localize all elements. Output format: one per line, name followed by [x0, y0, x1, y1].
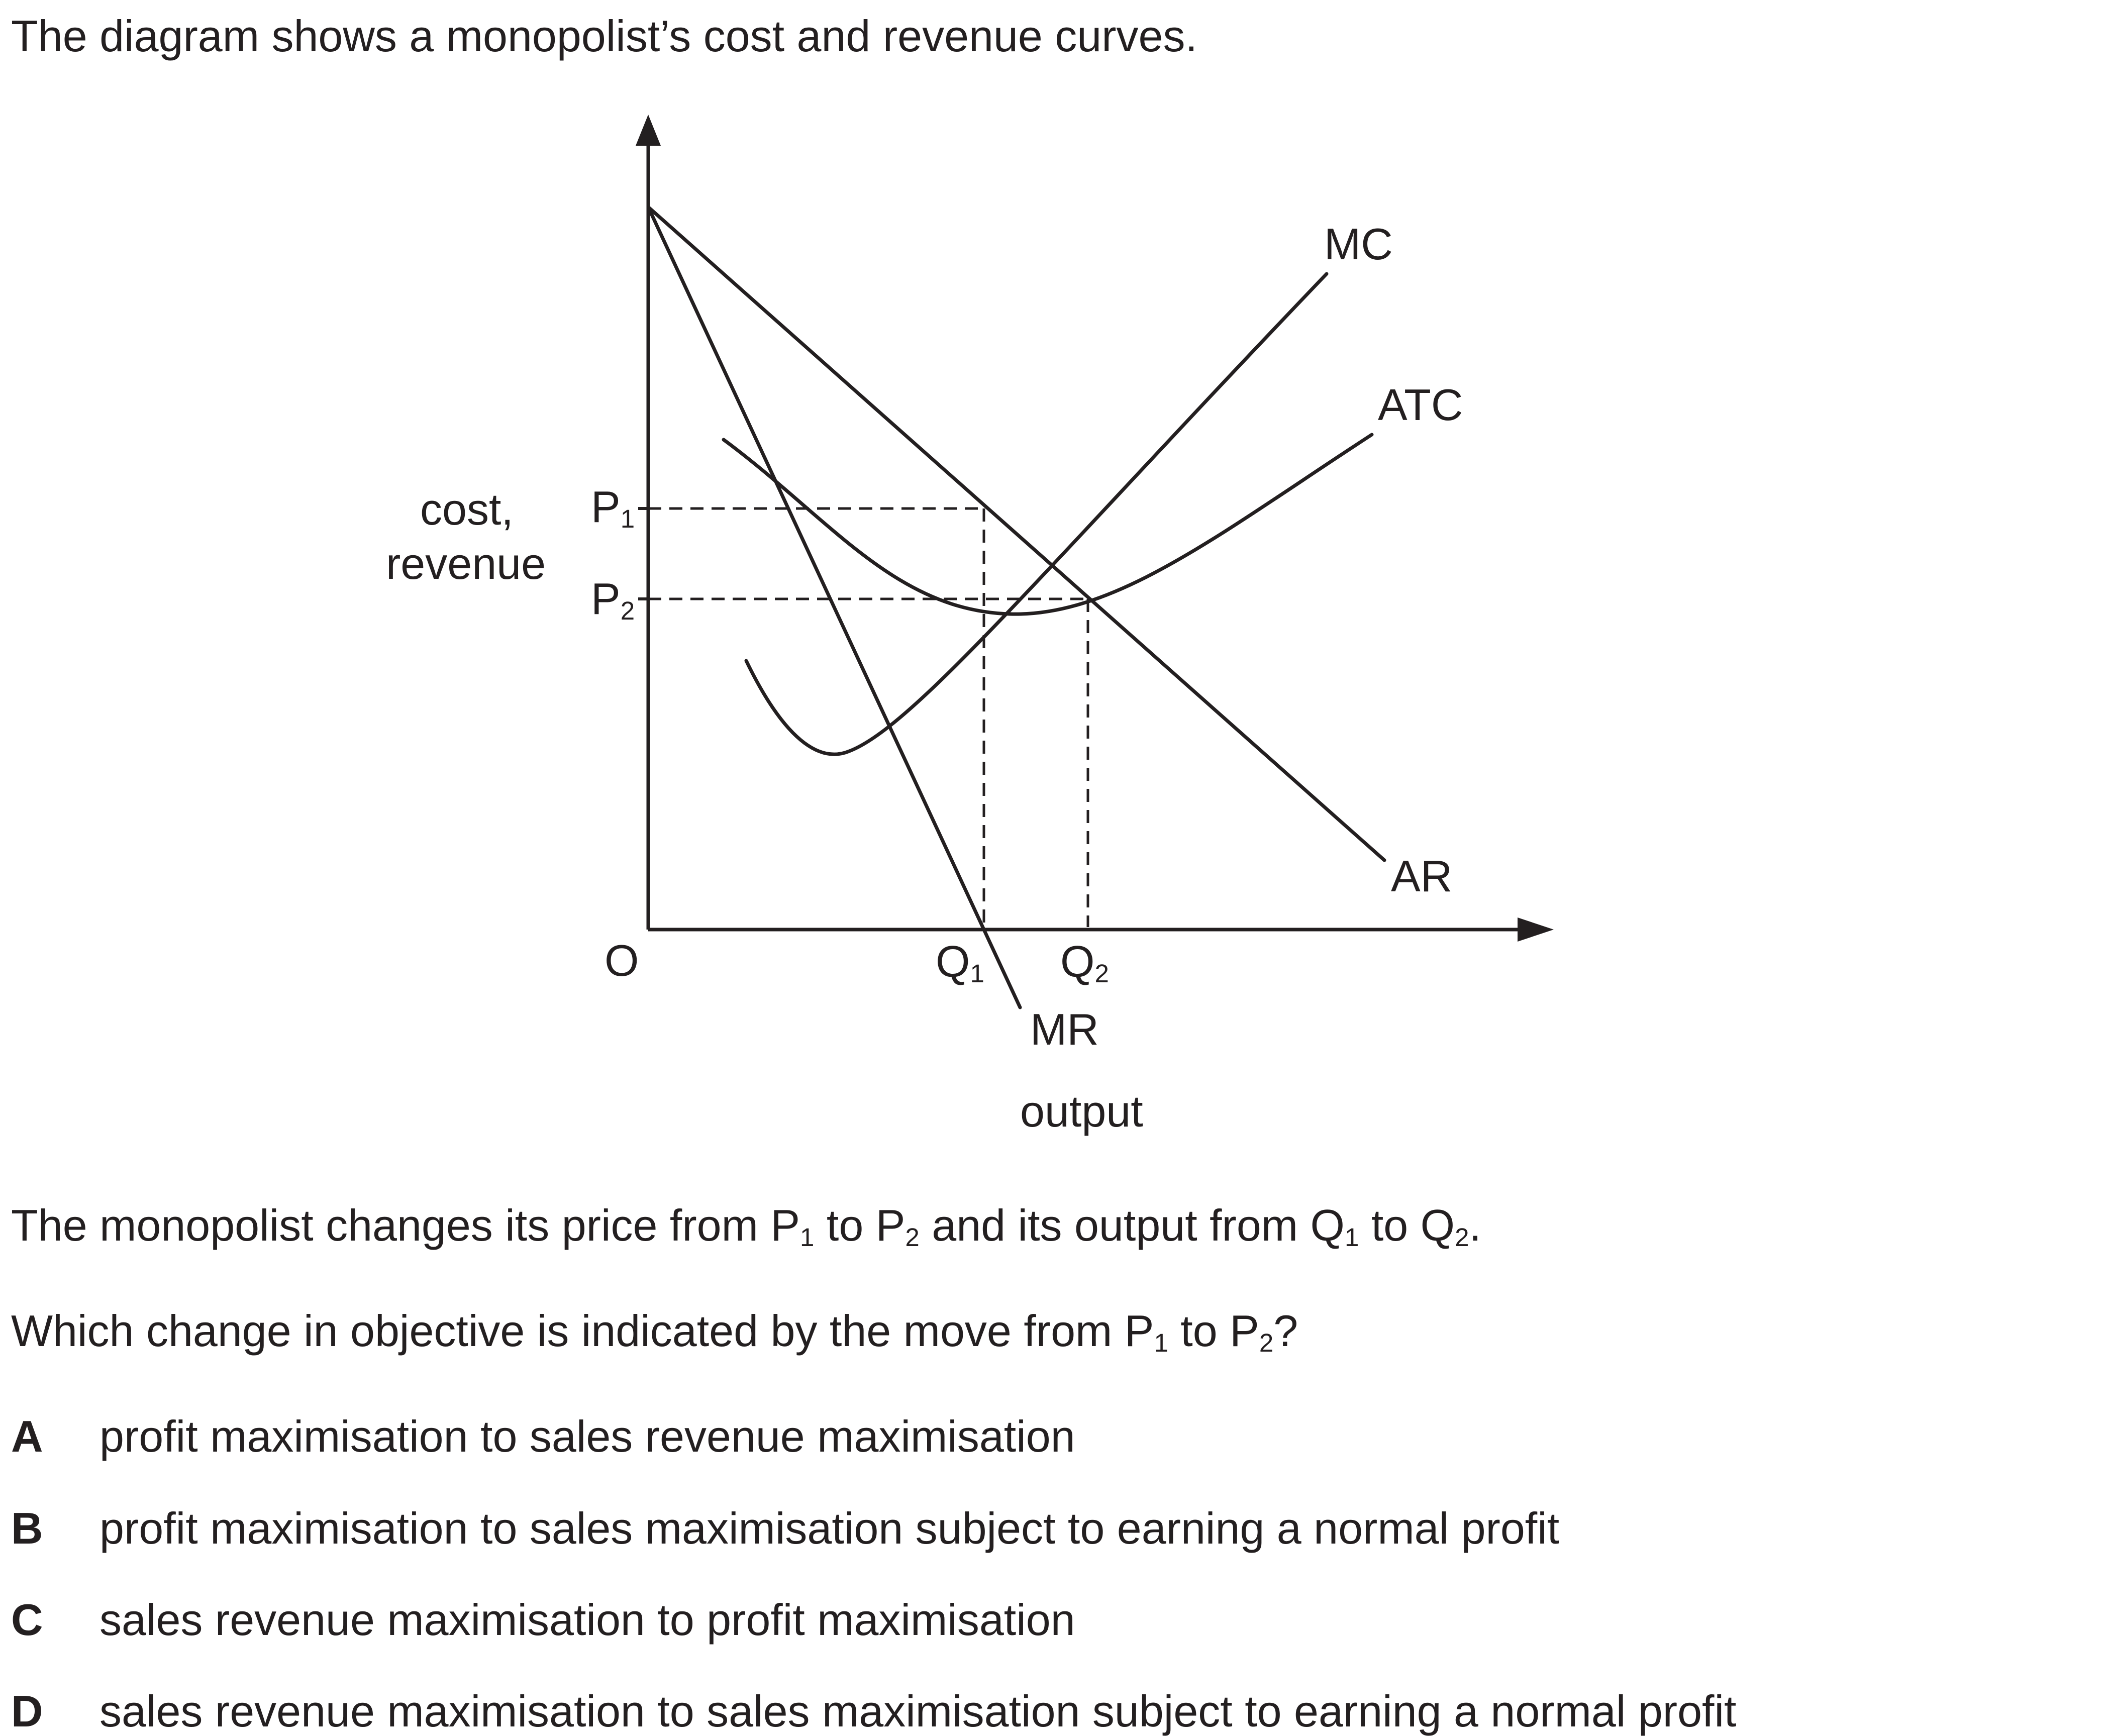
- y-axis-arrowhead: [636, 115, 661, 146]
- option-c-letter: C: [11, 1595, 43, 1645]
- option-b-letter: B: [11, 1503, 43, 1553]
- mr-curve: [646, 205, 1022, 1009]
- option-c-text: sales revenue maximisation to profit max…: [99, 1595, 1075, 1645]
- x-axis-label: output: [1020, 1086, 1143, 1136]
- q1-label: Q1: [936, 937, 984, 988]
- atc-label: ATC: [1378, 380, 1463, 430]
- x-axis-arrowhead: [1518, 917, 1554, 942]
- statement-text: The monopolist changes its price from P1…: [11, 1200, 1481, 1252]
- question-text: Which change in objective is indicated b…: [11, 1306, 1298, 1358]
- p2-label: P2: [591, 574, 635, 626]
- y-axis-label-line2: revenue: [386, 539, 546, 588]
- atc-curve: [722, 433, 1374, 616]
- option-a-letter: A: [11, 1411, 43, 1461]
- y-axis-label-line1: cost,: [420, 484, 514, 534]
- ar-label: AR: [1391, 851, 1453, 901]
- p1-label: P1: [591, 482, 635, 534]
- q2-label: Q2: [1060, 937, 1109, 988]
- mr-label: MR: [1030, 1004, 1099, 1054]
- option-b-text: profit maximisation to sales maximisatio…: [99, 1503, 1560, 1553]
- curves: [646, 205, 1386, 1009]
- mc-label: MC: [1324, 219, 1393, 269]
- intro-text: The diagram shows a monopolist’s cost an…: [11, 11, 1197, 61]
- axes: [646, 136, 1518, 932]
- ar-curve: [646, 205, 1386, 862]
- mc-curve: [744, 272, 1329, 756]
- option-a-text: profit maximisation to sales revenue max…: [99, 1411, 1075, 1461]
- dashed-guides: [648, 507, 1089, 927]
- origin-label: O: [605, 936, 639, 985]
- option-d-text: sales revenue maximisation to sales maxi…: [99, 1686, 1737, 1736]
- option-d-letter: D: [11, 1686, 43, 1736]
